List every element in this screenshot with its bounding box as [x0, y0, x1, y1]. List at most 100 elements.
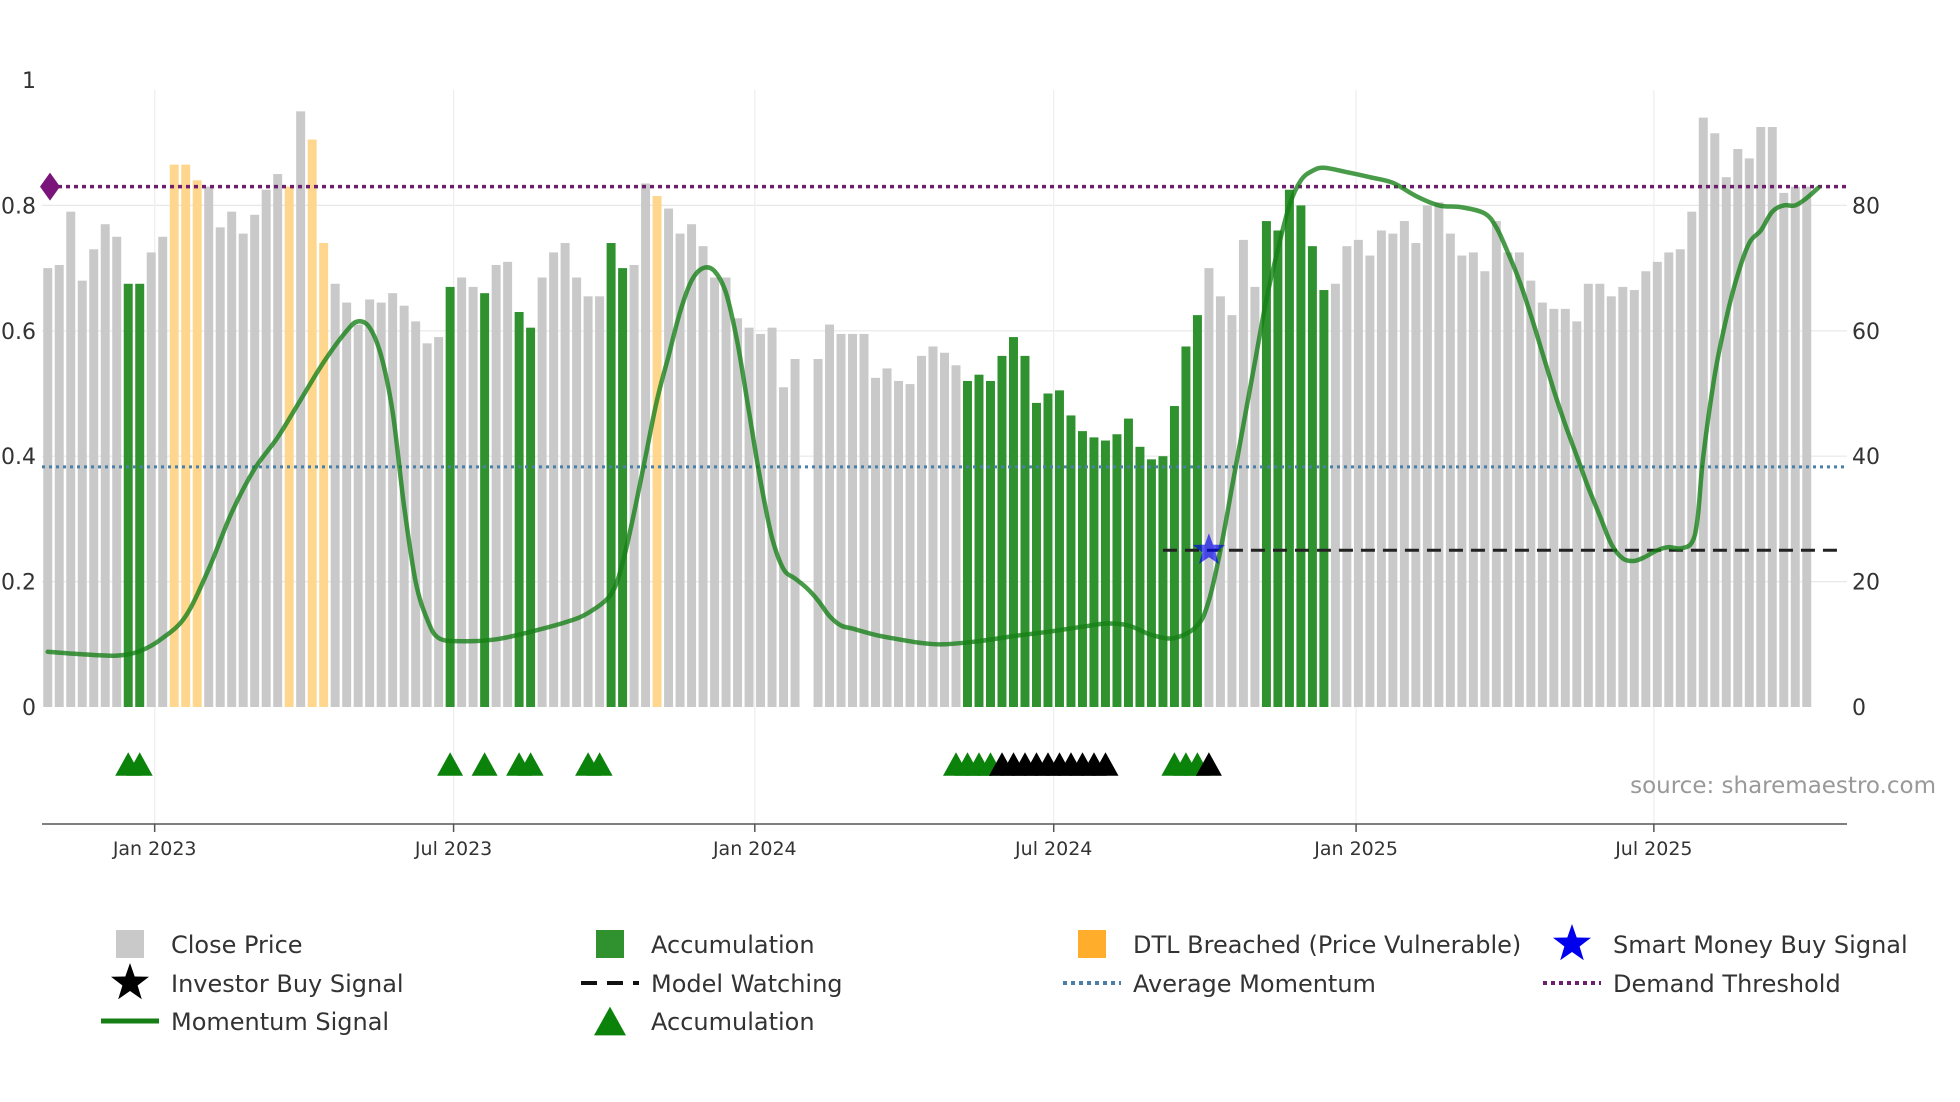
blue-star-icon [1553, 924, 1591, 961]
dtl-breached-bar [652, 196, 662, 707]
demand-threshold-diamond [40, 172, 60, 201]
close-price-bar [1618, 286, 1628, 707]
legend-item: Model Watching [581, 970, 843, 998]
close-price-bar [1560, 308, 1570, 707]
legend-item: Investor Buy Signal [111, 963, 404, 1000]
dtl-breached-bar [169, 164, 179, 707]
x-axis-tick-label: Jan 2023 [112, 838, 197, 860]
close-price-bar [146, 252, 156, 707]
close-price-bar [687, 224, 697, 707]
close-price-bar [583, 296, 593, 707]
close-price-bar [710, 277, 720, 707]
investor-buy-triangle [1195, 752, 1222, 776]
accumulation-bar [1031, 402, 1041, 707]
close-price-bar [503, 261, 513, 707]
legend-item: Accumulation [594, 1006, 815, 1036]
accumulation-bar [1261, 221, 1271, 707]
legend-item: Average Momentum [1063, 970, 1376, 998]
close-price-bar [917, 355, 926, 707]
accumulation-bar [1123, 418, 1133, 707]
close-price-bar [560, 243, 570, 707]
close-price-bar [733, 318, 743, 707]
close-price-bar [1790, 186, 1800, 708]
close-price-bar [859, 333, 869, 707]
close-price-bar [330, 283, 340, 707]
legend-item: Smart Money Buy Signal [1553, 924, 1908, 961]
close-price-bars [43, 111, 1812, 708]
legend-label: Model Watching [651, 970, 843, 998]
accumulation-bar [1158, 456, 1168, 707]
close-price-bar [1342, 246, 1352, 707]
legend-item: DTL Breached (Price Vulnerable) [1078, 930, 1521, 959]
x-axis-tick-label: Jul 2024 [1014, 838, 1092, 860]
close-price-bar [1641, 271, 1651, 707]
close-price-bar [411, 321, 421, 707]
close-price-bar [790, 359, 800, 707]
close-price-bar [1572, 321, 1582, 707]
accumulation-bar [1066, 415, 1076, 707]
close-price-bar [951, 365, 961, 707]
close-price-bar [1583, 283, 1593, 707]
close-price-bar [1767, 127, 1777, 707]
accumulation-bar [514, 311, 524, 707]
dtl-breached-bar [192, 180, 202, 707]
close-price-bar [779, 387, 789, 707]
close-price-bar [158, 236, 168, 707]
close-price-bar [1491, 221, 1501, 707]
close-price-bar [388, 293, 398, 707]
accumulation-bar [1192, 315, 1202, 708]
investor-buy-triangle [1092, 752, 1119, 776]
accumulation-bar [618, 268, 628, 707]
close-price-bar [376, 302, 386, 707]
accumulation-bar [1181, 346, 1191, 707]
close-price-bar [940, 352, 949, 707]
close-price-bar [1215, 296, 1225, 707]
close-price-bar [434, 337, 444, 707]
close-price-bar [825, 324, 835, 707]
accumulation-bar [1112, 434, 1122, 707]
left-axis-tick-label: 0.8 [1, 194, 36, 219]
close-price-bar [1537, 302, 1547, 707]
close-price-bar [629, 264, 639, 707]
accumulation-bar [123, 283, 133, 707]
signal-lines [42, 165, 1847, 658]
close-price-bar [1744, 158, 1754, 708]
x-axis-tick-label: Jul 2023 [414, 838, 492, 860]
close-price-bar [1365, 255, 1375, 707]
accumulation-bar [1043, 393, 1053, 707]
close-price-bar [422, 343, 432, 707]
legend-item: Close Price [116, 930, 303, 959]
accumulation-bar [445, 286, 455, 707]
x-axis-tick-label: Jan 2024 [712, 838, 797, 860]
close-price-bar [1227, 315, 1237, 708]
close-price-bar [1549, 308, 1559, 707]
close-price-bar [1606, 296, 1616, 707]
left-axis-tick-label: 0.4 [1, 445, 36, 470]
close-price-bar [238, 233, 248, 707]
close-price-bar [1411, 243, 1421, 707]
close-price-bar [215, 227, 225, 707]
close-price-bar [1698, 117, 1708, 708]
black-star-icon [111, 963, 149, 1000]
accumulation-bar [1296, 205, 1306, 707]
legend-label: Smart Money Buy Signal [1613, 931, 1908, 959]
accumulation-triangle [471, 752, 498, 776]
close-price-bar [537, 277, 547, 707]
dtl-breached-bar [319, 243, 329, 707]
green-triangle-icon [594, 1006, 626, 1036]
close-price-bar [1687, 211, 1697, 708]
accumulation-bar [135, 283, 145, 707]
legend-item: Demand Threshold [1543, 970, 1841, 998]
accumulation-bar [1077, 431, 1087, 707]
legend-item: Accumulation [596, 930, 815, 959]
close-price-bar [112, 236, 122, 707]
close-price-bar [1526, 280, 1536, 707]
close-price-bar [1353, 239, 1363, 707]
close-price-bar [1503, 252, 1513, 707]
close-price-bar [296, 111, 306, 708]
left-axis-tick-label: 1 [22, 69, 36, 94]
close-price-bar [1399, 221, 1409, 707]
signal-markers [40, 172, 1226, 776]
accumulation-bar [974, 374, 984, 707]
